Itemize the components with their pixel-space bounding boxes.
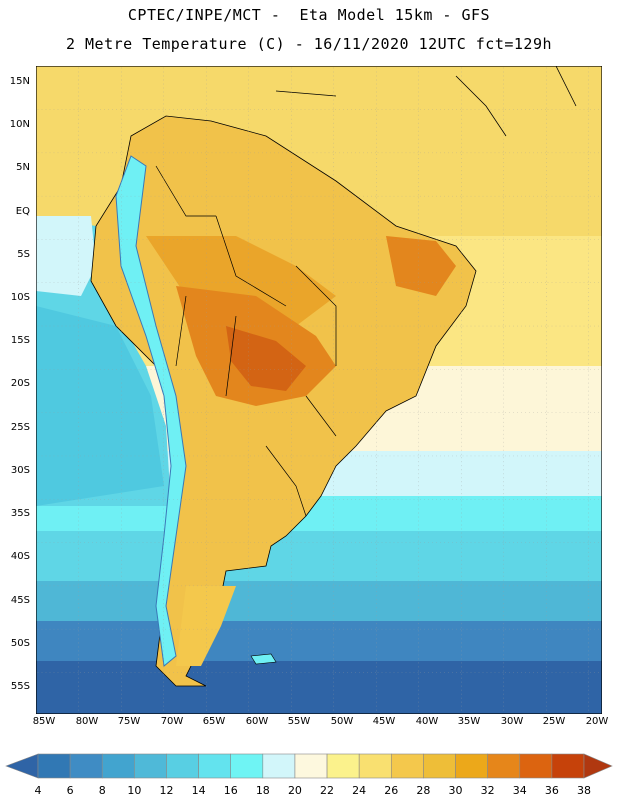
colorbar-cell [423,753,456,779]
lat-label-50s: 50S [10,638,30,649]
colorbar-cell [101,753,135,779]
colorbar-label: 30 [448,784,463,797]
lon-label-35w: 35W [457,716,481,727]
colorbar-cell [519,753,553,779]
colorbar-cell [487,753,521,779]
lat-label-30s: 30S [10,465,30,476]
colorbar-label: 16 [223,784,238,797]
colorbar-label: 24 [352,784,367,797]
colorbar-cell [455,753,488,779]
lon-label-60w: 60W [245,716,269,727]
lon-label-30w: 30W [500,716,524,727]
colorbar-label: 28 [416,784,431,797]
lat-label-15n: 15N [9,76,30,87]
lat-label-5n: 5N [16,162,30,173]
colorbar-label: 10 [127,784,142,797]
colorbar-label: 38 [577,784,591,797]
colorbar-label: 8 [98,784,106,797]
lon-label-40w: 40W [415,716,439,727]
lat-label-10s: 10S [10,292,30,303]
colorbar-cell [294,753,328,779]
colorbar-label: 14 [191,784,206,797]
lat-label-25s: 25S [10,422,30,433]
colorbar [5,753,613,779]
colorbar-cell [37,753,71,779]
colorbar-cell [134,753,167,779]
map-subtitle: 2 Metre Temperature (C) - 16/11/2020 12U… [65,35,553,53]
colorbar-arrow-high [583,753,613,779]
lat-label-35s: 35S [10,508,30,519]
colorbar-label: 22 [320,784,335,797]
colorbar-cell [69,753,103,779]
lon-label-75w: 75W [117,716,141,727]
lon-label-45w: 45W [372,716,396,727]
colorbar-cell [166,753,199,779]
lon-label-65w: 65W [202,716,226,727]
lon-label-20w: 20W [585,716,609,727]
map-grid [36,66,602,714]
lat-label-eq: EQ [15,206,30,217]
colorbar-cell [198,753,232,779]
lon-label-50w: 50W [330,716,354,727]
lon-label-85w: 85W [32,716,56,727]
colorbar-label: 6 [66,784,74,797]
colorbar-label: 12 [159,784,174,797]
colorbar-label: 26 [384,784,399,797]
lon-label-80w: 80W [75,716,99,727]
colorbar-arrow-low [5,753,39,779]
colorbar-label: 4 [34,784,42,797]
colorbar-label: 36 [544,784,559,797]
colorbar-label: 18 [255,784,270,797]
temperature-map [36,66,602,714]
lat-label-10n: 10N [9,119,30,130]
lat-label-40s: 40S [10,551,30,562]
colorbar-label: 34 [512,784,527,797]
colorbar-cell [358,753,392,779]
colorbar-cell [326,753,360,779]
colorbar-cell [390,753,424,779]
lon-label-55w: 55W [287,716,311,727]
lon-label-25w: 25W [542,716,566,727]
colorbar-cell [551,753,585,779]
lat-label-45s: 45S [10,595,30,606]
lat-label-15s: 15S [10,335,30,346]
colorbar-cell [230,753,264,779]
colorbar-cell [262,753,296,779]
lat-label-5s: 5S [17,249,30,260]
map-title: CPTEC/INPE/MCT - Eta Model 15km - GFS [127,6,491,24]
colorbar-label: 20 [287,784,302,797]
lat-label-55s: 55S [10,681,30,692]
lon-label-70w: 70W [160,716,184,727]
colorbar-label: 32 [480,784,495,797]
lat-label-20s: 20S [10,378,30,389]
